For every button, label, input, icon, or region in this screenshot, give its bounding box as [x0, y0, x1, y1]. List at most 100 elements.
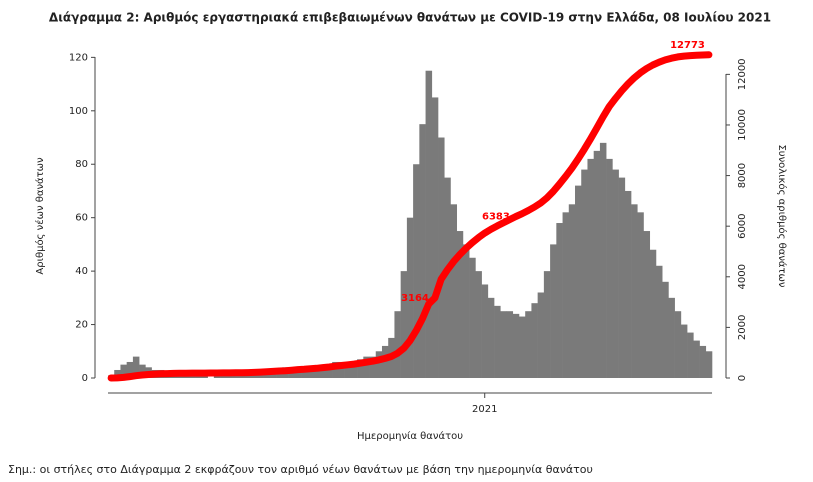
bar: [693, 340, 700, 378]
footnote: Σημ.: οι στήλες στο Διάγραμμα 2 εκφράζου…: [8, 463, 593, 476]
bar: [139, 364, 146, 378]
data-label: 3164: [401, 293, 429, 304]
bar: [394, 311, 401, 378]
bar: [587, 158, 594, 378]
cumulative-line: [107, 51, 713, 382]
bar: [301, 369, 308, 378]
bar: [662, 281, 669, 378]
bar: [525, 311, 532, 378]
bar: [462, 244, 470, 378]
bar: [624, 190, 632, 378]
bar: [381, 345, 389, 378]
bar: [606, 158, 613, 378]
bar: [431, 97, 439, 378]
bar: [319, 364, 327, 378]
bar: [201, 375, 208, 378]
bar: [213, 375, 221, 378]
bar: [444, 177, 451, 378]
bar: [649, 249, 657, 378]
y-axis-label: Αριθμός νέων θανάτων: [34, 157, 46, 275]
bar: [469, 257, 476, 378]
data-label: 12773: [670, 40, 705, 51]
bar: [188, 375, 196, 378]
y2-axis-label: Συνολικός αριθμός θανάτων: [776, 144, 788, 287]
chart-title: Διάγραμμα 2: Αριθμός εργαστηριακά επιβεβ…: [49, 11, 771, 25]
bar: [332, 361, 339, 378]
y2-tick-label: 6000: [737, 213, 748, 238]
y2-tick-label: 12000: [737, 58, 748, 90]
bar: [593, 150, 601, 378]
bar: [419, 124, 426, 378]
bar: [487, 297, 495, 378]
y-tick-label: 60: [75, 213, 88, 224]
bar: [506, 311, 514, 378]
y-tick-label: 80: [75, 159, 88, 170]
bar: [481, 284, 489, 378]
bar: [618, 177, 626, 378]
bar: [363, 356, 370, 378]
bar: [232, 375, 240, 378]
bar: [581, 169, 588, 378]
y-tick-label: 20: [75, 320, 88, 331]
bar: [132, 356, 140, 378]
bar: [238, 375, 246, 378]
bar: [450, 204, 458, 378]
bar: [543, 271, 551, 378]
y-tick-label: 120: [69, 52, 88, 63]
bar: [668, 297, 675, 378]
bar: [475, 271, 482, 378]
bar: [220, 375, 227, 378]
bar: [556, 223, 563, 378]
bar: [500, 311, 507, 378]
bar: [705, 351, 713, 378]
bar: [350, 361, 358, 378]
y2-tick-label: 8000: [737, 163, 748, 188]
data-label: 6383: [482, 211, 510, 222]
bar: [307, 367, 314, 378]
bar: [631, 204, 638, 378]
bar: [568, 204, 576, 378]
y2-tick-label: 10000: [737, 109, 748, 141]
bar: [512, 313, 520, 378]
bar: [413, 164, 420, 378]
bar: [456, 231, 464, 378]
bar: [674, 311, 682, 378]
bar: [294, 369, 302, 378]
bar: [637, 212, 644, 378]
bar: [699, 345, 707, 378]
bar: [494, 305, 501, 378]
y2-tick-label: 2000: [737, 315, 748, 340]
bar: [562, 212, 570, 378]
bar: [599, 142, 607, 378]
bar: [655, 265, 663, 378]
y2-tick-label: 0: [737, 375, 748, 381]
bar: [575, 185, 582, 378]
bar: [325, 364, 333, 378]
bar: [357, 359, 364, 378]
bar: [612, 169, 619, 378]
bar: [518, 316, 526, 378]
bar: [537, 292, 545, 378]
bar: [406, 217, 414, 378]
bar: [344, 364, 352, 378]
y-tick-label: 40: [75, 266, 88, 277]
bar: [687, 332, 694, 378]
bar: [120, 364, 127, 378]
y2-tick-label: 4000: [737, 264, 748, 289]
bar: [643, 231, 651, 378]
bar: [244, 375, 252, 378]
bar: [400, 271, 408, 378]
y-tick-label: 100: [69, 106, 88, 117]
bar: [531, 303, 538, 378]
bar: [425, 70, 433, 378]
bar: [369, 356, 377, 378]
x-axis-label: Ημερομηνία θανάτου: [357, 430, 463, 442]
bar: [375, 351, 383, 378]
y-tick-label: 0: [82, 373, 88, 384]
bar: [226, 375, 233, 378]
bar: [338, 361, 345, 378]
bar: [438, 137, 445, 378]
bar: [126, 361, 134, 378]
x-tick-label: 2021: [472, 404, 497, 415]
